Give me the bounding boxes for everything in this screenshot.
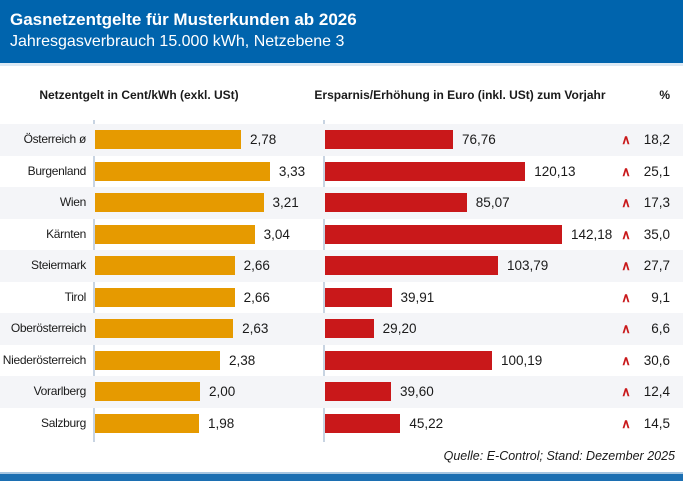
- region-label: Österreich ø: [23, 132, 87, 146]
- netzentgelt-bar: [95, 130, 241, 150]
- page-subtitle: Jahresgasverbrauch 15.000 kWh, Netzebene…: [10, 33, 345, 50]
- ersparnis-value: 39,60: [400, 384, 434, 399]
- ersparnis-value: 76,76: [461, 132, 496, 147]
- netzentgelt-value: 2,66: [243, 258, 270, 273]
- chart-row: Kärnten 3,04 142,18 ∧ 35,0: [0, 219, 683, 251]
- chart-row: Vorarlberg 2,00 39,60 ∧ 12,4: [0, 376, 683, 408]
- region-label: Wien: [59, 195, 86, 209]
- chart-row: Oberösterreich 2,63 29,20 ∧ 6,6: [0, 313, 683, 345]
- ersparnis-bar: [325, 256, 499, 276]
- netzentgelt-value: 3,21: [272, 195, 299, 210]
- region-label: Salzburg: [41, 415, 86, 430]
- region-label: Tirol: [64, 289, 87, 304]
- region-label: Steiermark: [30, 258, 86, 272]
- trend-up-icon: ∧: [621, 352, 631, 368]
- column-header-percent: %: [659, 88, 670, 102]
- column-header-ersparnis: Ersparnis/Erhöhung in Euro (inkl. USt) z…: [314, 88, 606, 102]
- ersparnis-value: 142,18: [571, 226, 613, 242]
- chart-row: Steiermark 2,66 103,79 ∧ 27,7: [0, 250, 683, 282]
- percent-value: 6,6: [651, 321, 670, 336]
- header-banner: Gasnetzentgelte für Musterkunden ab 2026…: [0, 0, 683, 63]
- region-label: Oberösterreich: [10, 321, 86, 335]
- ersparnis-bar: [325, 224, 562, 244]
- ersparnis-value: 85,07: [475, 195, 510, 210]
- netzentgelt-bar: [95, 256, 235, 276]
- header-divider: [0, 63, 683, 66]
- ersparnis-bar: [325, 319, 374, 339]
- trend-up-icon: ∧: [621, 289, 631, 305]
- netzentgelt-bar: [95, 382, 200, 402]
- chart-rows: Österreich ø 2,78 76,76 ∧ 18,2 Burgenlan…: [0, 124, 683, 439]
- ersparnis-bar: [325, 287, 392, 307]
- netzentgelt-bar: [95, 413, 199, 433]
- netzentgelt-bar: [95, 319, 234, 339]
- region-label: Niederösterreich: [2, 352, 87, 367]
- percent-value: 18,2: [643, 132, 670, 147]
- percent-value: 14,5: [643, 415, 670, 431]
- trend-up-icon: ∧: [621, 384, 631, 399]
- ersparnis-bar: [325, 193, 467, 213]
- trend-up-icon: ∧: [621, 258, 631, 273]
- ersparnis-bar: [325, 130, 453, 150]
- netzentgelt-value: 3,33: [278, 163, 306, 179]
- ersparnis-value: 45,22: [409, 415, 444, 431]
- netzentgelt-value: 1,98: [207, 415, 235, 431]
- ersparnis-value: 100,19: [501, 352, 543, 368]
- percent-value: 17,3: [643, 195, 670, 210]
- netzentgelt-value: 2,38: [228, 352, 256, 368]
- netzentgelt-value: 2,78: [249, 132, 277, 147]
- netzentgelt-bar: [95, 161, 270, 181]
- netzentgelt-bar: [95, 193, 264, 213]
- region-label: Kärnten: [46, 226, 86, 241]
- ersparnis-bar: [325, 413, 401, 433]
- bottom-bar: [0, 472, 683, 481]
- chart-row: Tirol 2,66 39,91 ∧ 9,1: [0, 282, 683, 314]
- region-label: Burgenland: [27, 163, 87, 178]
- trend-up-icon: ∧: [621, 195, 631, 210]
- netzentgelt-value: 2,00: [209, 384, 236, 399]
- ersparnis-value: 120,13: [534, 163, 576, 179]
- column-header-netzentgelt: Netzentgelt in Cent/kWh (exkl. USt): [39, 88, 239, 102]
- netzentgelt-value: 2,63: [242, 321, 269, 336]
- netzentgelt-bar: [95, 224, 255, 244]
- chart-row: Österreich ø 2,78 76,76 ∧ 18,2: [0, 124, 683, 156]
- chart-row: Niederösterreich 2,38 100,19 ∧ 30,6: [0, 345, 683, 377]
- trend-up-icon: ∧: [621, 415, 631, 431]
- trend-up-icon: ∧: [621, 321, 631, 336]
- ersparnis-value: 29,20: [382, 321, 417, 336]
- ersparnis-bar: [325, 350, 493, 370]
- region-label: Vorarlberg: [33, 384, 87, 398]
- ersparnis-bar: [325, 161, 526, 181]
- ersparnis-value: 39,91: [400, 289, 435, 305]
- percent-value: 27,7: [643, 258, 670, 273]
- percent-value: 12,4: [643, 384, 670, 399]
- percent-value: 9,1: [651, 289, 670, 305]
- trend-up-icon: ∧: [621, 163, 631, 179]
- chart-row: Burgenland 3,33 120,13 ∧ 25,1: [0, 156, 683, 188]
- ersparnis-bar: [325, 382, 391, 402]
- percent-value: 35,0: [643, 226, 670, 242]
- ersparnis-value: 103,79: [507, 258, 549, 273]
- netzentgelt-bar: [95, 287, 235, 307]
- netzentgelt-value: 2,66: [243, 289, 270, 305]
- netzentgelt-value: 3,04: [263, 226, 290, 242]
- percent-value: 30,6: [643, 352, 670, 368]
- trend-up-icon: ∧: [621, 132, 631, 147]
- trend-up-icon: ∧: [621, 226, 631, 242]
- netzentgelt-bar: [95, 350, 220, 370]
- source-note: Quelle: E-Control; Stand: Dezember 2025: [443, 449, 675, 463]
- chart-row: Salzburg 1,98 45,22 ∧ 14,5: [0, 408, 683, 440]
- chart-row: Wien 3,21 85,07 ∧ 17,3: [0, 187, 683, 219]
- percent-value: 25,1: [643, 163, 670, 179]
- page-title: Gasnetzentgelte für Musterkunden ab 2026: [10, 10, 357, 29]
